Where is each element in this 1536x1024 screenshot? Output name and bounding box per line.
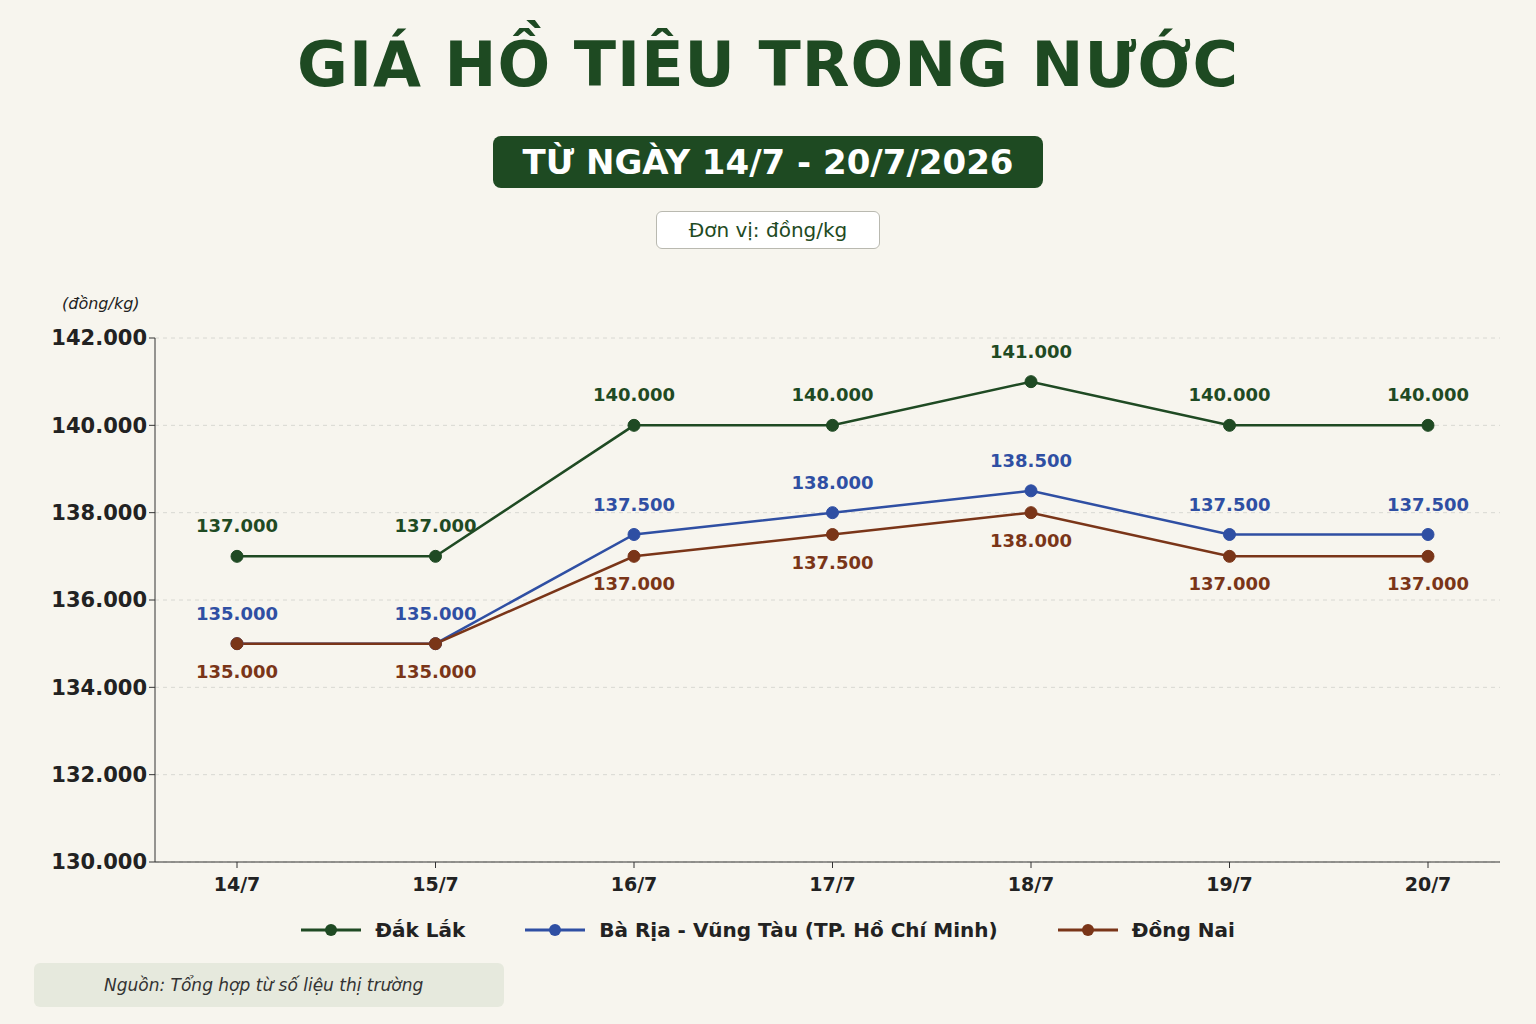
svg-text:142.000: 142.000	[51, 326, 147, 350]
svg-text:19/7: 19/7	[1206, 873, 1253, 895]
svg-text:136.000: 136.000	[51, 588, 147, 612]
svg-text:137.000: 137.000	[395, 515, 477, 536]
svg-text:138.500: 138.500	[990, 450, 1072, 471]
svg-text:130.000: 130.000	[51, 850, 147, 874]
html-text:TỪ NGÀY 14/7 - 20/7/2026: TỪ NGÀY 14/7 - 20/7/2026	[522, 142, 1014, 182]
svg-text:135.000: 135.000	[395, 661, 477, 682]
svg-text:14/7: 14/7	[214, 873, 261, 895]
svg-text:137.500: 137.500	[792, 552, 874, 573]
svg-text:140.000: 140.000	[51, 414, 147, 438]
html-text:Đắk Lắk: Đắk Lắk	[375, 918, 466, 942]
svg-text:137.500: 137.500	[1387, 494, 1469, 515]
svg-text:137.000: 137.000	[1189, 573, 1271, 594]
svg-text:17/7: 17/7	[809, 873, 856, 895]
html-text:(đồng/kg): (đồng/kg)	[62, 294, 140, 313]
svg-text:135.000: 135.000	[395, 603, 477, 624]
svg-text:15/7: 15/7	[412, 873, 459, 895]
svg-text:135.000: 135.000	[196, 603, 278, 624]
svg-text:137.500: 137.500	[1189, 494, 1271, 515]
svg-text:141.000: 141.000	[990, 341, 1072, 362]
svg-text:137.000: 137.000	[196, 515, 278, 536]
svg-text:137.000: 137.000	[593, 573, 675, 594]
svg-text:134.000: 134.000	[51, 676, 147, 700]
html-text:Đồng Nai: Đồng Nai	[1131, 918, 1235, 942]
svg-text:137.500: 137.500	[593, 494, 675, 515]
svg-text:132.000: 132.000	[51, 763, 147, 787]
svg-text:140.000: 140.000	[792, 384, 874, 405]
svg-text:140.000: 140.000	[593, 384, 675, 405]
svg-text:135.000: 135.000	[196, 661, 278, 682]
html-text:GIÁ HỒ TIÊU TRONG NƯỚC: GIÁ HỒ TIÊU TRONG NƯỚC	[297, 28, 1239, 101]
html-text:Nguồn: Tổng hợp từ số liệu thị: Nguồn: Tổng hợp từ số liệu thị trường	[104, 975, 424, 995]
svg-text:138.000: 138.000	[990, 530, 1072, 551]
svg-text:140.000: 140.000	[1387, 384, 1469, 405]
svg-text:138.000: 138.000	[51, 501, 147, 525]
html-text:Đơn vị: đồng/kg: Đơn vị: đồng/kg	[688, 218, 848, 242]
svg-text:20/7: 20/7	[1405, 873, 1452, 895]
svg-text:16/7: 16/7	[611, 873, 658, 895]
svg-text:138.000: 138.000	[792, 472, 874, 493]
svg-text:137.000: 137.000	[1387, 573, 1469, 594]
svg-text:140.000: 140.000	[1189, 384, 1271, 405]
html-text:Bà Rịa - Vũng Tàu (TP. Hồ Chí: Bà Rịa - Vũng Tàu (TP. Hồ Chí Minh)	[599, 918, 998, 942]
svg-text:18/7: 18/7	[1008, 873, 1055, 895]
